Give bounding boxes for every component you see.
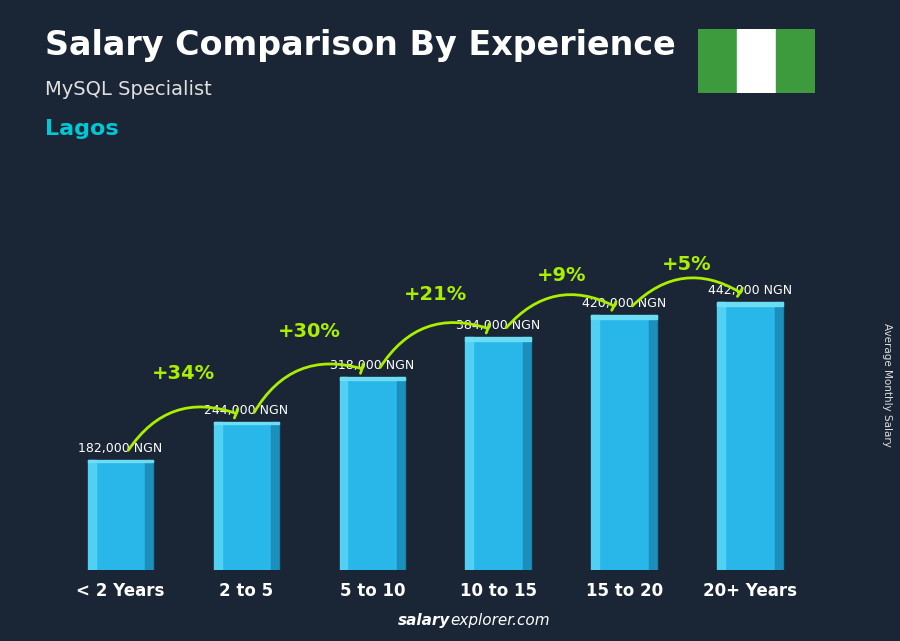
Bar: [775, 302, 783, 570]
Bar: [213, 422, 279, 570]
Text: +30%: +30%: [278, 322, 341, 341]
Text: 182,000 NGN: 182,000 NGN: [78, 442, 163, 455]
Text: explorer.com: explorer.com: [450, 613, 550, 628]
Text: Lagos: Lagos: [45, 119, 119, 138]
Text: salary: salary: [398, 613, 450, 628]
Bar: [88, 460, 95, 570]
Text: 318,000 NGN: 318,000 NGN: [330, 360, 414, 372]
Bar: [465, 337, 531, 570]
Bar: [523, 337, 531, 570]
Bar: [591, 315, 599, 570]
Text: +9%: +9%: [536, 266, 586, 285]
Bar: [591, 315, 657, 570]
Text: 244,000 NGN: 244,000 NGN: [204, 404, 289, 417]
Text: +5%: +5%: [662, 256, 712, 274]
Bar: [776, 29, 814, 93]
Bar: [339, 377, 405, 570]
Bar: [698, 29, 736, 93]
Bar: [213, 422, 279, 424]
Text: Average Monthly Salary: Average Monthly Salary: [881, 322, 892, 447]
Bar: [736, 29, 776, 93]
Bar: [649, 315, 657, 570]
Bar: [88, 460, 153, 462]
Text: Salary Comparison By Experience: Salary Comparison By Experience: [45, 29, 676, 62]
Text: 420,000 NGN: 420,000 NGN: [582, 297, 666, 310]
Bar: [465, 337, 473, 570]
Text: 442,000 NGN: 442,000 NGN: [708, 284, 792, 297]
Bar: [465, 337, 531, 340]
Bar: [146, 460, 153, 570]
Bar: [717, 302, 783, 306]
Bar: [397, 377, 405, 570]
Bar: [717, 302, 725, 570]
Bar: [213, 422, 221, 570]
Text: 384,000 NGN: 384,000 NGN: [456, 319, 540, 332]
Bar: [339, 377, 347, 570]
Bar: [591, 315, 657, 319]
Text: MySQL Specialist: MySQL Specialist: [45, 80, 212, 99]
Bar: [717, 302, 783, 570]
Text: +21%: +21%: [403, 285, 467, 304]
Bar: [271, 422, 279, 570]
Bar: [88, 460, 153, 570]
Text: +34%: +34%: [152, 363, 215, 383]
Bar: [339, 377, 405, 380]
